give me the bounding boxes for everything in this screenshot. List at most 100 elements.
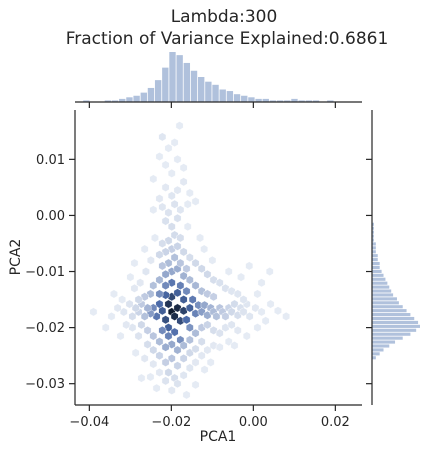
hex-cell (161, 160, 170, 170)
hex-cell (188, 295, 197, 304)
hex-cell (136, 278, 145, 288)
chart-title-line2: Fraction of Variance Explained:0.6861 (66, 29, 389, 49)
hex-cell (196, 233, 204, 243)
y-tick-label: −0.02 (25, 321, 65, 336)
y-axis-label: PCA2 (8, 239, 24, 276)
hex-cell (158, 202, 167, 212)
hex-cell (164, 143, 173, 153)
hex-cell (191, 344, 200, 354)
x-hist-bar (269, 100, 277, 102)
hex-cell (282, 311, 290, 321)
hex-cell (149, 331, 158, 341)
hex-cell (118, 295, 126, 304)
hex-cell (182, 264, 191, 274)
hex-cell (164, 299, 173, 309)
y-hist-bar (372, 356, 376, 360)
x-hist-bar (140, 92, 147, 103)
hex-cell (191, 281, 200, 290)
y-hist-bar (372, 340, 396, 344)
hex-cell (161, 342, 170, 352)
x-hist-bar (233, 94, 241, 102)
y-hist-bar (372, 226, 374, 230)
hex-cell (197, 264, 206, 274)
hex-cell (233, 289, 242, 299)
x-hist-bar (327, 100, 334, 102)
y-hist-bar (372, 305, 403, 309)
hex-cell (122, 320, 131, 330)
y-tick-label: −0.03 (25, 377, 65, 392)
hex-cell (147, 255, 155, 265)
y-hist-bar (372, 316, 415, 321)
hex-cell (140, 244, 149, 254)
hex-cell (274, 306, 282, 316)
hex-cell (209, 275, 218, 285)
y-hist-bar (372, 265, 380, 270)
y-tick-label: 0.00 (36, 209, 65, 224)
y-axis-ticks: −0.03 −0.02 −0.01 0.00 0.01 (25, 153, 75, 392)
hex-cell (221, 283, 230, 293)
hex-cell (143, 325, 152, 335)
hex-cell (155, 275, 164, 285)
x-hist-bar (198, 77, 205, 102)
hex-cell (161, 247, 170, 257)
x-tick-label: 0.02 (321, 415, 350, 430)
right-marginal-ticks (366, 158, 372, 385)
hex-cell (191, 380, 200, 390)
hex-cell (203, 289, 212, 299)
hex-cell (200, 365, 209, 375)
hex-cell (158, 325, 167, 335)
x-hist-bar (305, 100, 313, 102)
hex-cell (155, 368, 164, 377)
x-hist-bar (111, 100, 119, 102)
y-hist-bar (372, 234, 374, 238)
hex-cell (253, 323, 262, 333)
y-hist-bar (372, 254, 378, 258)
hex-cell (179, 247, 188, 257)
x-hist-bar (212, 84, 219, 102)
hex-cell (233, 325, 242, 335)
hex-cell (176, 281, 185, 290)
y-hist-bar (372, 273, 384, 277)
y-hist-bar (372, 250, 376, 254)
hex-cell (158, 261, 167, 271)
y-hist-bar (372, 332, 411, 336)
hex-cell (89, 307, 98, 317)
hex-cell (161, 376, 170, 386)
hex-cell (209, 292, 218, 302)
x-hist-bar (190, 70, 198, 102)
hex-cell (227, 320, 236, 330)
y-hist-bar (372, 348, 384, 352)
hex-cell (179, 177, 188, 187)
hex-cell (179, 370, 188, 380)
x-hist-bar (284, 100, 291, 102)
x-hist-bar (176, 55, 183, 103)
y-hist-bar (372, 285, 390, 289)
hex-cell (183, 199, 192, 209)
hex-cell (167, 278, 176, 288)
x-marginal-histogram (83, 52, 334, 103)
hex-cell (167, 385, 176, 395)
hex-cell (161, 269, 170, 279)
hex-cell (142, 267, 150, 276)
hex-cell (110, 289, 118, 299)
hex-cell (185, 335, 194, 345)
hex-cell (245, 311, 254, 321)
hex-cell (131, 348, 140, 358)
hex-cell (155, 337, 164, 347)
hex-cell (152, 383, 161, 393)
hex-cell (227, 286, 236, 296)
hex-cell (197, 286, 206, 296)
hex-cell (253, 289, 262, 299)
hex-cell (191, 258, 200, 268)
hex-cell (185, 303, 194, 313)
hex-cell (200, 300, 209, 310)
x-hist-bar (83, 100, 90, 102)
hex-cell (130, 283, 139, 293)
y-hist-bar (372, 309, 407, 313)
chart-title-line1: Lambda:300 (171, 7, 278, 27)
hex-cell (170, 138, 179, 147)
hex-cell (173, 288, 182, 298)
y-hist-bar (372, 320, 419, 324)
hex-cell (164, 258, 173, 268)
